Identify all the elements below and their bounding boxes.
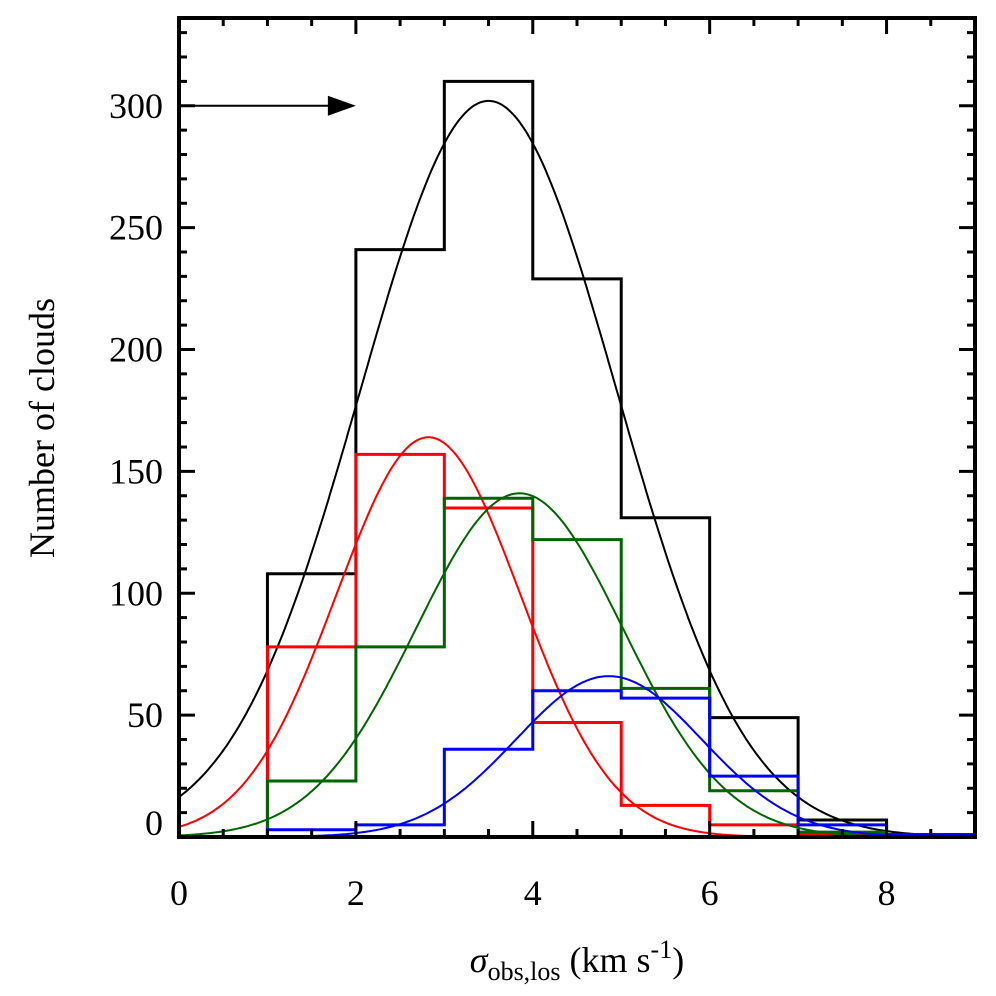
y-tick-label: 100 <box>109 573 163 613</box>
y-tick-label: 150 <box>109 451 163 491</box>
x-tick-label: 2 <box>347 873 365 913</box>
fit-curve-green <box>178 492 975 838</box>
x-label-unit: (km s <box>561 940 651 980</box>
y-axis-label: Number of clouds <box>22 298 62 558</box>
y-tick-labels: 0 50 100 150 200 250 300 <box>109 86 163 843</box>
x-label-close: ) <box>672 940 684 980</box>
x-tick-labels: 0 2 4 6 8 <box>170 873 896 913</box>
x-label-superscript: -1 <box>651 935 673 964</box>
x-axis-label: σobs,los (km s-1) <box>470 935 684 986</box>
histogram-red <box>265 452 975 839</box>
y-tick-label: 250 <box>109 208 163 248</box>
y-tick-label: 0 <box>145 803 163 843</box>
histogram-green <box>265 496 975 839</box>
x-tick-label: 4 <box>524 873 542 913</box>
x-tick-label: 8 <box>878 873 896 913</box>
annotation-arrow <box>179 95 356 116</box>
y-tick-label: 50 <box>127 695 163 735</box>
fit-curve-blue <box>179 675 975 838</box>
x-label-symbol: σ <box>470 940 489 980</box>
fit-curve-all <box>178 99 975 838</box>
y-tick-label: 200 <box>109 330 163 370</box>
plot-frame <box>177 16 977 839</box>
y-tick-label: 300 <box>109 86 163 126</box>
x-label-subscript: obs,los <box>488 957 561 986</box>
x-tick-label: 0 <box>170 873 188 913</box>
x-tick-label: 6 <box>701 873 719 913</box>
fit-curve-red <box>178 436 975 838</box>
series-layer <box>178 79 977 839</box>
